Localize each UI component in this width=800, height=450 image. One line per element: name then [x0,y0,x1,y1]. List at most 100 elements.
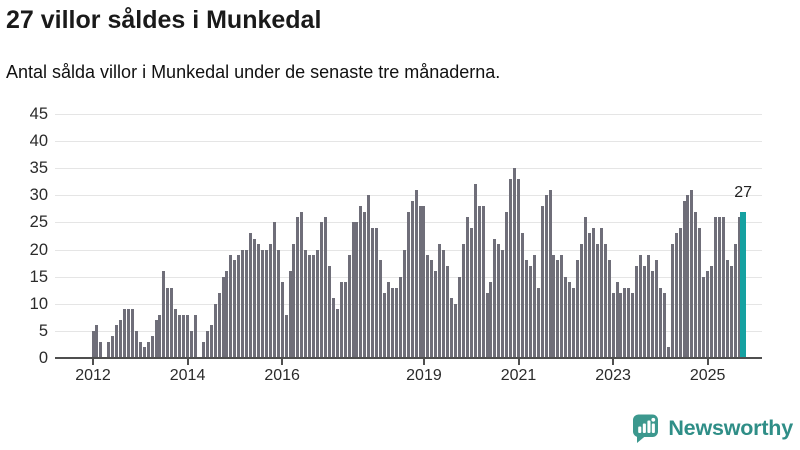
y-tick-label: 35 [29,159,48,178]
bar [513,168,517,358]
bar [339,282,343,358]
bar [520,233,524,358]
y-tick-label: 5 [38,321,48,340]
gridline [55,168,762,170]
y-tick-label: 25 [29,213,48,232]
bar [268,244,272,358]
bar [725,260,729,358]
bar [249,233,253,358]
bar [654,260,658,358]
bar [619,292,623,358]
last-value-annotation: 27 [734,183,752,201]
bar [398,276,402,358]
bar [193,314,197,358]
bar [733,244,737,358]
bar [595,244,599,358]
bar [465,217,469,358]
bar [205,330,209,358]
y-tick-label: 15 [29,267,48,286]
bar [402,249,406,358]
bar [99,341,103,358]
bar [517,179,521,358]
gridline [55,141,762,143]
bar [312,254,316,358]
bar [213,303,217,358]
bar [457,276,461,358]
bar [331,298,335,358]
bar [690,189,694,358]
bar [138,341,142,358]
bar [481,206,485,358]
bar [190,330,193,358]
bar [426,254,430,358]
bar [422,206,426,358]
bar [524,260,528,358]
bar [639,254,643,358]
bar [359,206,363,358]
bar [91,330,95,358]
x-tick-label: 2012 [75,367,111,384]
bar [390,287,394,358]
bar [434,271,438,358]
bar [316,249,320,358]
bar [485,292,489,358]
bar [162,271,166,358]
bar [95,325,99,358]
bar [674,233,678,358]
x-axis-tick [186,359,189,365]
bar [335,309,339,358]
bar [406,211,410,358]
x-axis-tick [517,359,520,365]
bar [308,254,312,358]
bar [615,282,619,358]
newsworthy-logo[interactable]: Newsworthy [630,412,793,444]
bar [635,265,639,358]
bar [446,265,450,358]
bar [729,265,733,358]
bar [706,271,710,358]
bar [134,330,138,358]
bar [379,260,383,358]
highlight-bar [740,211,747,358]
bar [260,249,264,358]
bar [489,282,493,358]
bar [717,217,721,358]
bar [686,195,690,358]
bar [272,222,276,358]
bar [453,303,457,358]
bar [647,254,651,358]
bar [552,254,556,358]
bar [591,227,595,358]
bar [450,298,454,358]
bar [666,347,670,358]
bar [658,287,662,358]
bar [383,292,387,358]
bar [142,347,146,358]
bar [643,265,647,358]
x-tick-label: 2014 [169,367,206,384]
bar [670,244,674,358]
bar [418,206,422,358]
bar [288,271,292,358]
bar [280,282,284,358]
y-tick-label: 30 [29,186,48,205]
x-axis-tick [612,359,615,365]
bar [394,287,398,358]
bar [284,314,288,358]
bar [166,287,170,358]
bar [107,341,111,358]
newsworthy-wordmark: Newsworthy [668,415,793,440]
bar [327,265,331,358]
x-axis-line [55,357,762,359]
bar [493,238,497,358]
bar [225,271,229,358]
bar [532,254,536,358]
bar [414,189,418,358]
bar [150,336,154,358]
bar [528,265,532,358]
bar [237,254,241,358]
bar [501,249,505,358]
bar [710,265,714,358]
bar [473,184,477,358]
bar [509,179,513,358]
